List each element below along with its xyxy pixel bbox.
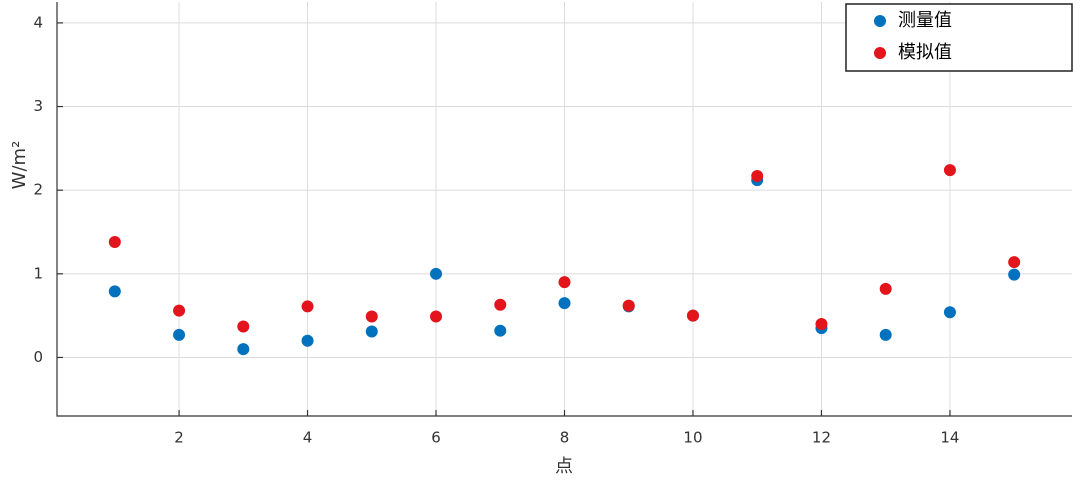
data-point (365, 325, 378, 338)
legend-marker (874, 15, 886, 27)
data-point (1008, 268, 1021, 281)
y-tick-label: 2 (33, 181, 43, 199)
x-tick-label: 12 (812, 429, 831, 447)
data-point (108, 285, 121, 298)
x-axis-label: 点 (555, 456, 573, 477)
data-point (494, 298, 507, 311)
data-point (943, 164, 956, 177)
data-point (879, 328, 892, 341)
y-tick-label: 0 (33, 348, 43, 366)
data-point (365, 310, 378, 323)
legend-label: 模拟值 (898, 42, 952, 63)
legend-label: 测量值 (898, 10, 952, 31)
x-tick-label: 6 (431, 429, 441, 447)
x-tick-label: 2 (174, 429, 184, 447)
data-point (815, 318, 828, 330)
legend-box (845, 3, 1073, 72)
data-point (943, 306, 956, 319)
data-point (494, 324, 507, 337)
data-point (237, 343, 250, 356)
x-tick-label: 8 (560, 429, 570, 447)
x-tick-label: 4 (303, 429, 313, 447)
data-point (301, 300, 314, 313)
data-point (1008, 256, 1021, 269)
data-point (879, 282, 892, 295)
axis-line (56, 2, 1072, 417)
data-point (686, 309, 699, 322)
x-tick-label: 14 (940, 429, 959, 447)
x-tick-label: 10 (683, 429, 702, 447)
y-tick-label: 4 (33, 13, 43, 31)
data-point (751, 169, 764, 182)
data-point (108, 236, 121, 249)
legend-marker (874, 47, 886, 59)
y-tick-label: 1 (33, 264, 43, 282)
y-axis-label: W/m² (9, 141, 30, 190)
data-point (622, 299, 635, 312)
data-point (237, 320, 250, 333)
data-point (173, 304, 186, 317)
data-point (430, 267, 443, 280)
data-point (430, 310, 443, 323)
data-point (301, 334, 314, 347)
data-point (173, 328, 186, 341)
data-point (558, 276, 571, 289)
y-tick-label: 3 (33, 97, 43, 115)
data-point (558, 297, 571, 310)
